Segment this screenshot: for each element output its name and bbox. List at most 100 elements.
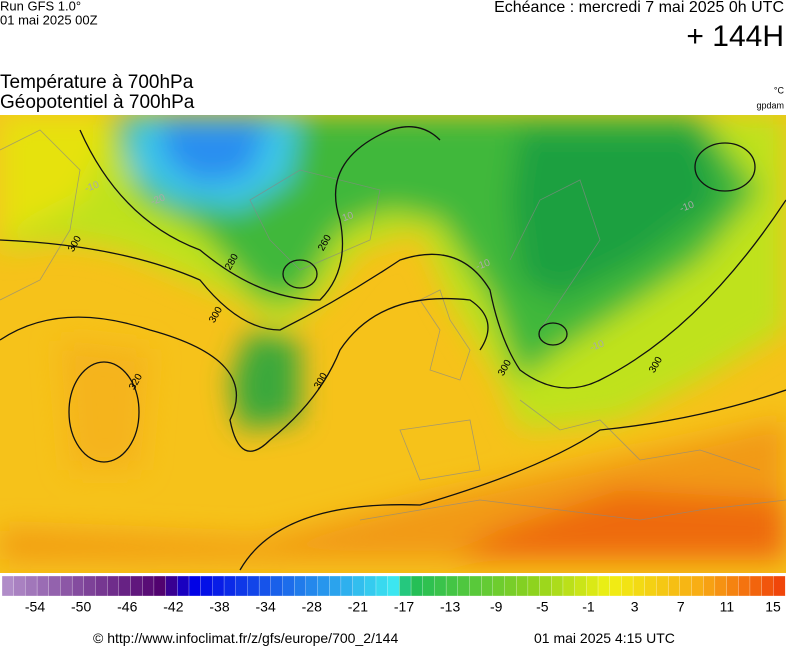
colorbar-swatch — [738, 575, 751, 597]
colorbar-swatch — [726, 575, 739, 597]
colorbar-swatch — [609, 575, 622, 597]
colorbar-swatch — [48, 575, 61, 597]
colorbar-label: 11 — [720, 599, 735, 615]
colorbar-swatch — [551, 575, 564, 597]
colorbar-swatch — [410, 575, 424, 597]
colorbar-swatch — [142, 575, 155, 597]
colorbar-swatch — [504, 575, 517, 597]
colorbar-label: -46 — [117, 599, 137, 615]
colorbar-swatch — [644, 575, 657, 597]
colorbar-label: 15 — [765, 599, 781, 615]
run-label: Run GFS 1.0° — [0, 0, 81, 13]
colorbar-swatch — [586, 575, 599, 597]
colorbar-swatch — [656, 575, 669, 597]
colorbar-swatch — [492, 575, 505, 597]
colorbar-swatch — [13, 575, 26, 597]
colorbar-swatch — [387, 575, 400, 597]
colorbar-swatch — [223, 575, 237, 597]
coastlines — [0, 129, 786, 521]
colorbar-swatch — [305, 575, 318, 597]
colorbar-swatch — [83, 575, 96, 597]
colorbar-label: 7 — [677, 599, 685, 615]
colorbar-swatch — [574, 575, 587, 597]
geopotential-contours — [0, 126, 786, 571]
colorbar-swatch — [399, 575, 412, 597]
colorbar-swatch — [340, 575, 354, 597]
colorbar-swatch — [200, 575, 213, 597]
colorbar-label: -28 — [302, 599, 322, 615]
temp-unit: °C — [774, 85, 785, 95]
colorbar-swatch — [329, 575, 342, 597]
run-date: 01 mai 2025 00Z — [0, 12, 98, 27]
colorbar-swatch — [469, 575, 482, 597]
contour-label: -20 — [149, 192, 167, 207]
colorbar-swatch — [107, 575, 120, 597]
colorbar-label: -54 — [25, 599, 45, 615]
colorbar-swatch — [235, 575, 248, 597]
colorbar-swatch — [714, 575, 728, 597]
valid-time: Echéance : mercredi 7 mai 2025 0h UTC — [494, 0, 784, 16]
colorbar-swatch — [761, 575, 774, 597]
colorbar-swatch — [71, 575, 85, 597]
colorbar-swatch — [691, 575, 704, 597]
colorbar-swatch — [258, 575, 272, 597]
colorbar-swatch — [25, 575, 38, 597]
colorbar-label: -38 — [209, 599, 229, 615]
colorbar-swatch — [621, 575, 634, 597]
colorbar-swatch — [422, 575, 435, 597]
colorbar-swatch — [597, 575, 611, 597]
colorbar-swatch — [364, 575, 377, 597]
title-geopotential: Géopotentiel à 700hPa — [0, 92, 195, 113]
colorbar-swatch — [667, 575, 681, 597]
colorbar-swatch — [177, 575, 190, 597]
contour-label: -10 — [588, 338, 606, 353]
generated-time: 01 mai 2025 4:15 UTC — [534, 630, 675, 646]
colorbar-label: -1 — [582, 599, 595, 615]
contour-label: -10 — [678, 199, 696, 214]
colorbar-swatch — [153, 575, 167, 597]
colorbar-swatch — [703, 575, 716, 597]
colorbar-label: -5 — [536, 599, 549, 615]
colorbar-label: -34 — [256, 599, 276, 615]
colorbar-swatch — [270, 575, 283, 597]
lead-time: + 144H — [686, 20, 784, 53]
contour-label: -10 — [474, 257, 492, 272]
colorbar-swatch — [60, 575, 73, 597]
colorbar-swatch — [679, 575, 692, 597]
title-temperature: Température à 700hPa — [0, 72, 194, 93]
colorbar-swatch — [539, 575, 552, 597]
colorbar-label: 3 — [631, 599, 639, 615]
geo-unit: gpdam — [756, 100, 784, 110]
colorbar-label: -9 — [490, 599, 503, 615]
colorbar-swatch — [130, 575, 143, 597]
colorbar-swatch — [317, 575, 330, 597]
source-url: © http://www.infoclimat.fr/z/gfs/europe/… — [93, 630, 399, 646]
colorbar-swatch — [118, 575, 132, 597]
colorbar-swatch — [294, 575, 307, 597]
colorbar-swatch — [749, 575, 763, 597]
colorbar-label: -17 — [394, 599, 414, 615]
colorbar-swatch — [527, 575, 541, 597]
colorbar-swatch — [632, 575, 646, 597]
colorbar-label: -42 — [163, 599, 183, 615]
colorbar-swatch — [95, 575, 108, 597]
colorbar-swatch — [212, 575, 225, 597]
colorbar-swatch — [188, 575, 202, 597]
colorbar-swatch — [1, 575, 15, 597]
colorbar-swatch — [375, 575, 389, 597]
colorbar-label: -13 — [440, 599, 460, 615]
contour-label: 10 — [341, 210, 356, 224]
colorbar-swatch — [516, 575, 529, 597]
contour-label: -10 — [83, 179, 101, 194]
colorbar-swatch — [434, 575, 447, 597]
colorbar-swatch — [165, 575, 178, 597]
colorbar-label: -50 — [71, 599, 91, 615]
colorbar-swatch — [445, 575, 459, 597]
colorbar-swatch — [247, 575, 260, 597]
colorbar-label: -21 — [348, 599, 368, 615]
colorbar-swatch — [36, 575, 50, 597]
colorbar-swatch — [282, 575, 295, 597]
